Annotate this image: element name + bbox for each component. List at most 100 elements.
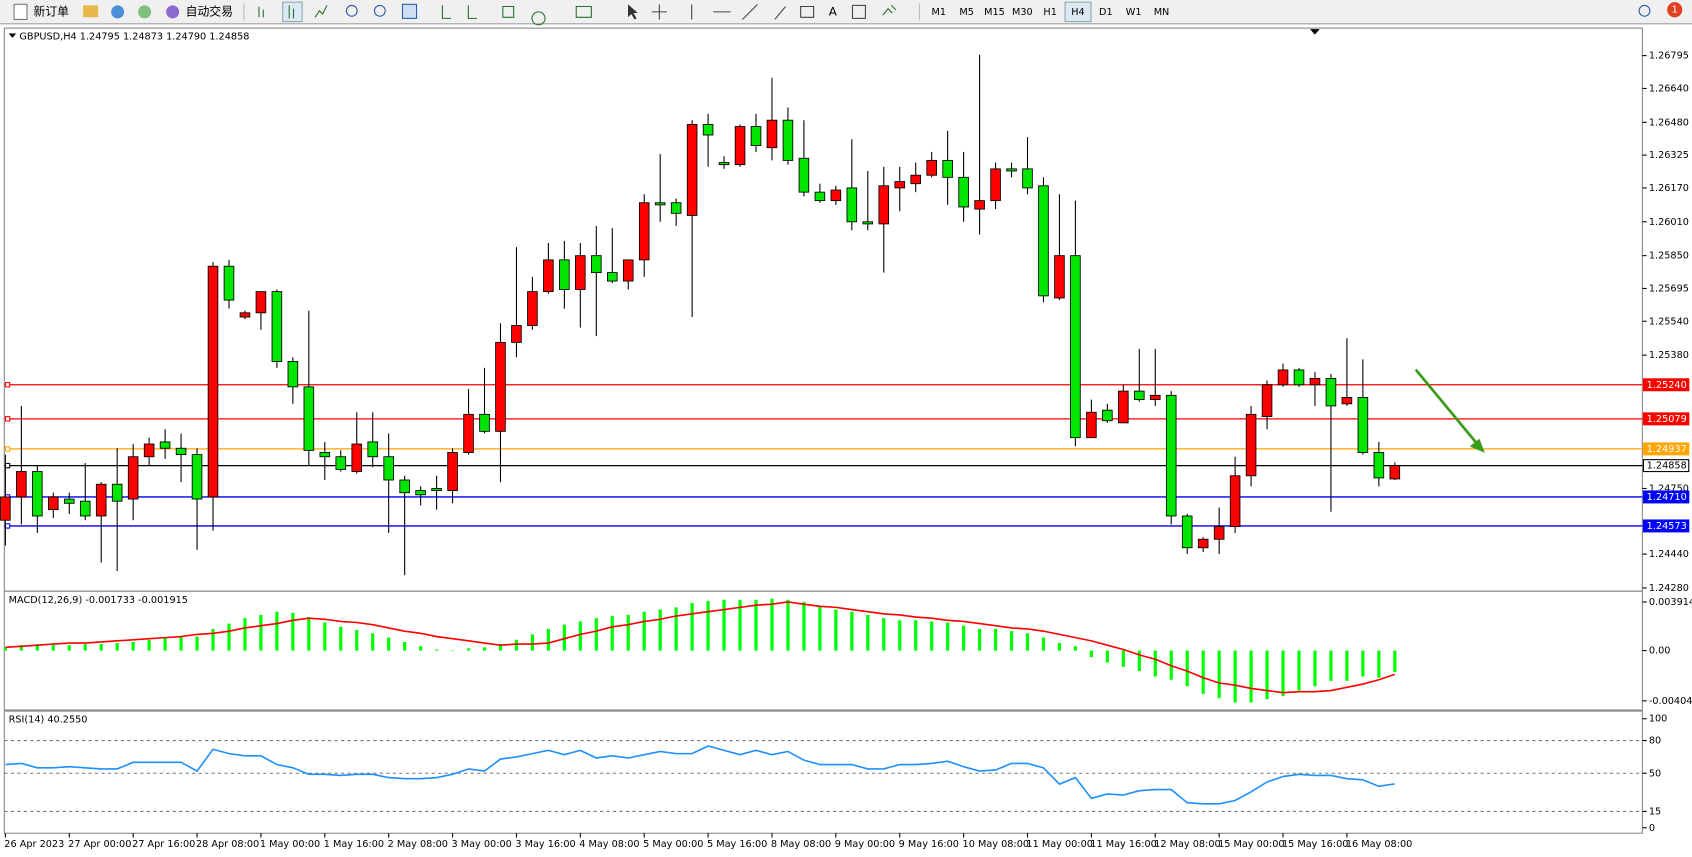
icon[interactable]: [111, 5, 125, 19]
candle-body: [143, 443, 155, 458]
text-tool[interactable]: A: [829, 4, 838, 18]
candle-body: [1277, 369, 1289, 386]
active-tool[interactable]: [282, 1, 303, 23]
timeframe-button[interactable]: M1: [932, 7, 947, 18]
timeframe-button[interactable]: M15: [984, 7, 1005, 18]
arrow-tool[interactable]: [882, 5, 897, 16]
macd-bar: [163, 637, 167, 651]
candle-body: [511, 325, 522, 343]
notification-count[interactable]: 1: [1672, 5, 1678, 16]
macd-bar: [546, 628, 551, 651]
level-anchor: [4, 416, 11, 422]
macd-bar: [738, 599, 742, 651]
macd-bar: [754, 599, 758, 651]
macd-bar: [850, 611, 854, 651]
candle-body: [399, 479, 410, 494]
price-label: 1.24937: [1647, 444, 1687, 455]
candle-body: [303, 386, 315, 451]
timeframe-button[interactable]: W1: [1126, 7, 1142, 18]
macd-bar: [674, 607, 678, 651]
macd-bar: [482, 647, 487, 651]
macd-bar: [19, 645, 23, 651]
cursor[interactable]: [628, 4, 638, 20]
timeframe-button[interactable]: MN: [1154, 7, 1170, 18]
candle-body: [1341, 397, 1353, 405]
price-label: 1.24573: [1647, 521, 1687, 532]
zoom-in[interactable]: [345, 4, 358, 17]
macd-bar: [802, 601, 806, 651]
label-tool[interactable]: [851, 4, 866, 19]
candle-body: [415, 490, 426, 496]
icon[interactable]: [138, 5, 152, 19]
macd-bar: [1297, 650, 1301, 691]
y-tick-label: 15: [1649, 806, 1661, 817]
y-tick-label: 1.24440: [1649, 549, 1689, 560]
candle-body: [1134, 390, 1145, 401]
candle-body: [479, 413, 490, 432]
series-line: [5, 745, 1395, 805]
y-tick-label: 1.25380: [1649, 350, 1689, 361]
auto-trading-icon[interactable]: [166, 5, 180, 19]
timeframe-button[interactable]: H1: [1043, 7, 1056, 18]
macd-bar: [339, 626, 343, 651]
macd-bar: [450, 650, 455, 652]
y-tick-label: 0: [1649, 823, 1655, 834]
timeframe-button[interactable]: D1: [1099, 7, 1113, 18]
macd-bar: [498, 644, 503, 651]
new-order-button[interactable]: 新订单: [33, 4, 69, 18]
indicator-title: RSI(14) 40.2550: [9, 715, 88, 726]
draw-tools[interactable]: [651, 3, 815, 20]
icon[interactable]: [83, 5, 99, 18]
search[interactable]: [1638, 4, 1651, 17]
macd-bar: [371, 633, 375, 651]
candle-body: [606, 272, 618, 282]
candle-body: [191, 454, 203, 500]
candle-body: [990, 168, 1001, 202]
toolbar-bg: [0, 0, 1692, 24]
y-tick-label: 50: [1649, 768, 1661, 779]
macd-bar: [195, 636, 199, 651]
x-tick-label: 28 Apr 08:00: [196, 839, 259, 850]
macd-bar: [1233, 650, 1237, 703]
y-tick-label: 0.00: [1649, 646, 1671, 657]
candle-body: [367, 441, 379, 458]
macd-bar: [323, 622, 327, 651]
candle-body: [686, 123, 698, 216]
candle-body: [319, 452, 331, 458]
timeframe-button[interactable]: H4: [1071, 7, 1084, 18]
x-tick-label: 1 May 16:00: [324, 839, 384, 850]
x-tick-label: 9 May 16:00: [899, 839, 959, 850]
macd-bar: [866, 614, 870, 651]
macd-bar: [275, 611, 279, 651]
new-order-icon[interactable]: [13, 3, 28, 20]
candle-body: [1102, 409, 1113, 422]
timeframe-active[interactable]: [1064, 1, 1092, 23]
chart-type-icons[interactable]: [258, 5, 328, 19]
macd-bar: [930, 621, 934, 651]
symbol-menu[interactable]: [8, 33, 17, 38]
y-tick-label: 1.26640: [1649, 83, 1689, 94]
macd-bar: [434, 649, 439, 651]
macd-bar: [1393, 650, 1397, 673]
macd-bar: [355, 630, 359, 651]
macd-bar: [1105, 650, 1109, 663]
macd-bar: [1121, 650, 1125, 667]
candle-body: [63, 498, 75, 504]
candle-body: [1181, 515, 1193, 549]
level-anchor: [4, 446, 11, 452]
x-tick-label: 8 May 08:00: [771, 839, 831, 850]
timeframe-button[interactable]: M30: [1012, 7, 1033, 18]
macd-bar: [962, 625, 966, 651]
candle-body: [1325, 377, 1337, 407]
tool-icons[interactable]: [441, 5, 592, 26]
candle-body: [1054, 255, 1065, 299]
notification-badge[interactable]: [1667, 2, 1683, 18]
zoom-out[interactable]: [373, 4, 386, 17]
candle-body: [543, 259, 554, 293]
tile[interactable]: [401, 3, 418, 19]
macd-bar: [818, 606, 822, 651]
timeframe-button[interactable]: M5: [959, 7, 974, 18]
auto-trading-button[interactable]: 自动交易: [186, 4, 233, 18]
candle-body: [559, 259, 570, 290]
